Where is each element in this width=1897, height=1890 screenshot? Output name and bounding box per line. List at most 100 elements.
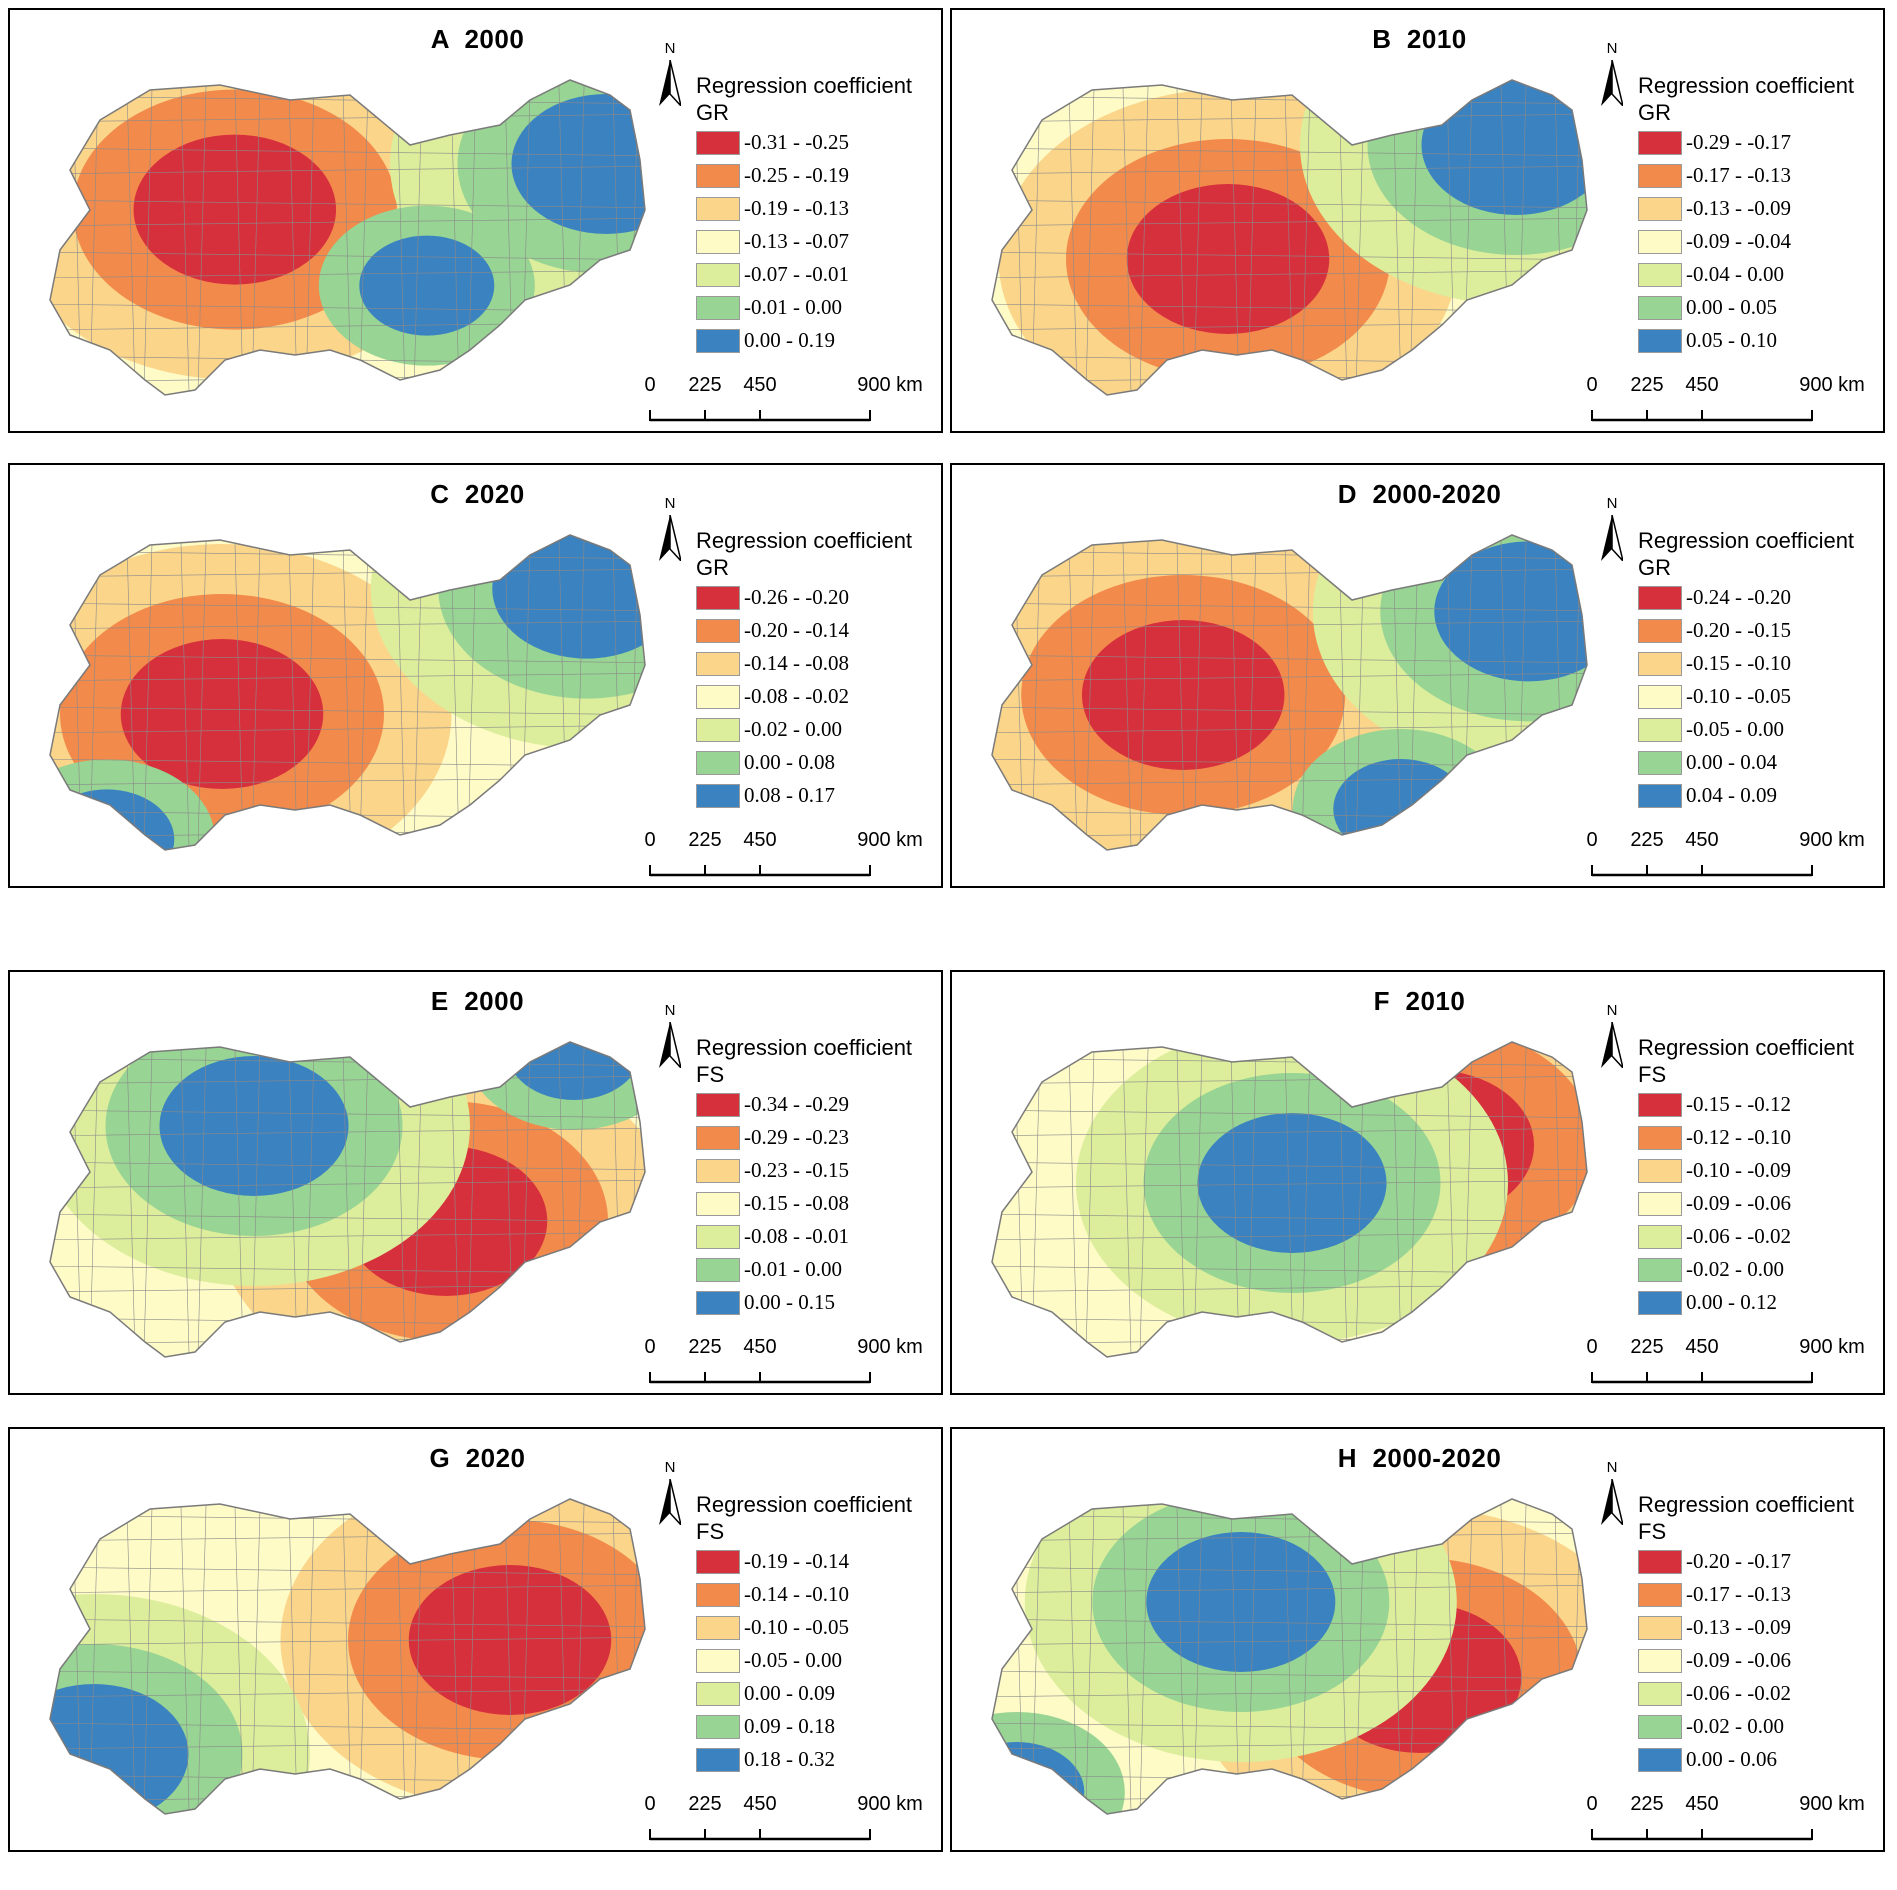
legend-label: -0.04 - 0.00 — [1686, 262, 1784, 286]
legend-item: -0.12 - -0.10 — [1638, 1121, 1854, 1154]
legend-label: -0.05 - 0.00 — [744, 1648, 842, 1672]
choropleth-svg — [991, 534, 1588, 851]
legend-label: -0.15 - -0.10 — [1686, 651, 1791, 675]
legend-item: -0.09 - -0.04 — [1638, 225, 1854, 258]
legend-item: -0.19 - -0.14 — [696, 1545, 912, 1578]
choropleth-map — [972, 505, 1612, 885]
legend-label: -0.13 - -0.07 — [744, 229, 849, 253]
coldspot-ring-2 — [1146, 1532, 1336, 1672]
scale-label: 0 — [644, 1793, 656, 1815]
legend: Regression coefficient FS -0.20 - -0.17 -… — [1638, 1491, 1854, 1776]
legend-item: -0.13 - -0.09 — [1638, 1611, 1854, 1644]
legend-item: -0.06 - -0.02 — [1638, 1677, 1854, 1710]
north-label: N — [1606, 1002, 1618, 1019]
region-outline — [991, 534, 1588, 851]
scale-label: 450 — [743, 1793, 777, 1815]
legend-swatch — [1638, 1648, 1682, 1673]
legend-label: 0.18 - 0.32 — [744, 1747, 835, 1771]
legend-swatch — [696, 1191, 740, 1216]
scale-label: 450 — [743, 374, 777, 396]
legend-swatch — [696, 1549, 740, 1574]
choropleth-svg — [991, 1498, 1588, 1815]
scale-bar-line — [649, 1372, 871, 1384]
legend-item: -0.01 - 0.00 — [696, 1253, 912, 1286]
legend-swatch — [1638, 651, 1682, 676]
legend-swatch — [1638, 1615, 1682, 1640]
legend-swatch — [1638, 1191, 1682, 1216]
legend-label: -0.19 - -0.13 — [744, 196, 849, 220]
legend-label: -0.17 - -0.13 — [1686, 1582, 1791, 1606]
legend-item: -0.08 - -0.02 — [696, 680, 912, 713]
legend-label: 0.00 - 0.15 — [744, 1290, 835, 1314]
legend-label: -0.08 - -0.01 — [744, 1224, 849, 1248]
legend-swatch — [696, 750, 740, 775]
legend-label: -0.20 - -0.14 — [744, 618, 849, 642]
legend-label: -0.20 - -0.15 — [1686, 618, 1791, 642]
map-panel: F 2010 N Regression coefficient FS -0.15… — [950, 970, 1885, 1395]
legend-label: -0.01 - 0.00 — [744, 1257, 842, 1281]
legend-label: 0.09 - 0.18 — [744, 1714, 835, 1738]
legend-item: -0.13 - -0.07 — [696, 225, 912, 258]
region-outline — [991, 1041, 1588, 1358]
legend-title-line1: Regression coefficient — [1638, 528, 1855, 553]
coldspot-ring-2 — [1197, 1113, 1387, 1253]
legend-item: 0.04 - 0.09 — [1638, 779, 1854, 812]
map-panel: G 2020 N Regression coefficient FS -0.19… — [8, 1427, 943, 1852]
legend-item: -0.29 - -0.23 — [696, 1121, 912, 1154]
legend-swatch — [1638, 1582, 1682, 1607]
legend-swatch — [696, 1714, 740, 1739]
legend-swatch — [696, 1681, 740, 1706]
legend: Regression coefficient GR -0.31 - -0.25 -… — [696, 72, 912, 357]
region-outline — [49, 534, 646, 851]
legend-label: -0.23 - -0.15 — [744, 1158, 849, 1182]
legend-swatch — [696, 1290, 740, 1315]
map-panel: A 2000 N Regression coefficient GR -0.31… — [8, 8, 943, 433]
legend: Regression coefficient GR -0.26 - -0.20 -… — [696, 527, 912, 812]
legend-label: -0.34 - -0.29 — [744, 1092, 849, 1116]
north-label: N — [664, 40, 676, 57]
choropleth-map — [972, 1469, 1612, 1849]
legend-item: 0.05 - 0.10 — [1638, 324, 1854, 357]
legend-label: -0.12 - -0.10 — [1686, 1125, 1791, 1149]
north-arrow: N — [650, 1459, 690, 1539]
legend-swatch — [696, 1582, 740, 1607]
scale-bar-line — [1591, 1829, 1813, 1841]
panel-title: E 2000 — [430, 986, 525, 1016]
panel-title: C 2020 — [430, 479, 525, 509]
scale-bar: 0 225 450 900 km — [1572, 1793, 1872, 1843]
legend-item: 0.00 - 0.09 — [696, 1677, 912, 1710]
coldspot-ring-2 — [1421, 80, 1587, 215]
north-arrow: N — [650, 40, 690, 120]
scale-label: 900 km — [857, 1793, 923, 1815]
legend-label: -0.25 - -0.19 — [744, 163, 849, 187]
north-arrow: N — [1592, 1459, 1632, 1539]
scale-label: 0 — [1586, 374, 1598, 396]
legend-label: 0.00 - 0.05 — [1686, 295, 1777, 319]
scale-label: 225 — [688, 374, 722, 396]
choropleth-map — [30, 1469, 670, 1849]
north-arrow-icon — [1601, 1022, 1623, 1068]
scale-label: 900 km — [1799, 374, 1865, 396]
choropleth-svg — [49, 534, 646, 851]
north-arrow: N — [1592, 495, 1632, 575]
choropleth-svg — [991, 1041, 1588, 1358]
legend-label: -0.02 - 0.00 — [744, 717, 842, 741]
legend-title-line1: Regression coefficient — [696, 73, 913, 98]
legend-swatch — [696, 684, 740, 709]
legend-title-line1: Regression coefficient — [696, 528, 913, 553]
legend-label: -0.14 - -0.08 — [744, 651, 849, 675]
legend-item: -0.10 - -0.05 — [1638, 680, 1854, 713]
legend-swatch — [1638, 1125, 1682, 1150]
legend-item: -0.25 - -0.19 — [696, 159, 912, 192]
legend-title-line2: FS — [1638, 1062, 1667, 1087]
legend-swatch — [696, 1224, 740, 1249]
legend-item: -0.14 - -0.10 — [696, 1578, 912, 1611]
scale-bar: 0 225 450 900 km — [630, 374, 930, 424]
scale-label: 225 — [688, 1336, 722, 1358]
legend-title-line2: GR — [696, 555, 729, 580]
north-label: N — [1606, 40, 1618, 57]
map-panel: D 2000-2020 N Regression coefficient GR … — [950, 463, 1885, 888]
legend-item: 0.09 - 0.18 — [696, 1710, 912, 1743]
legend-item: 0.08 - 0.17 — [696, 779, 912, 812]
scale-label: 900 km — [857, 374, 923, 396]
